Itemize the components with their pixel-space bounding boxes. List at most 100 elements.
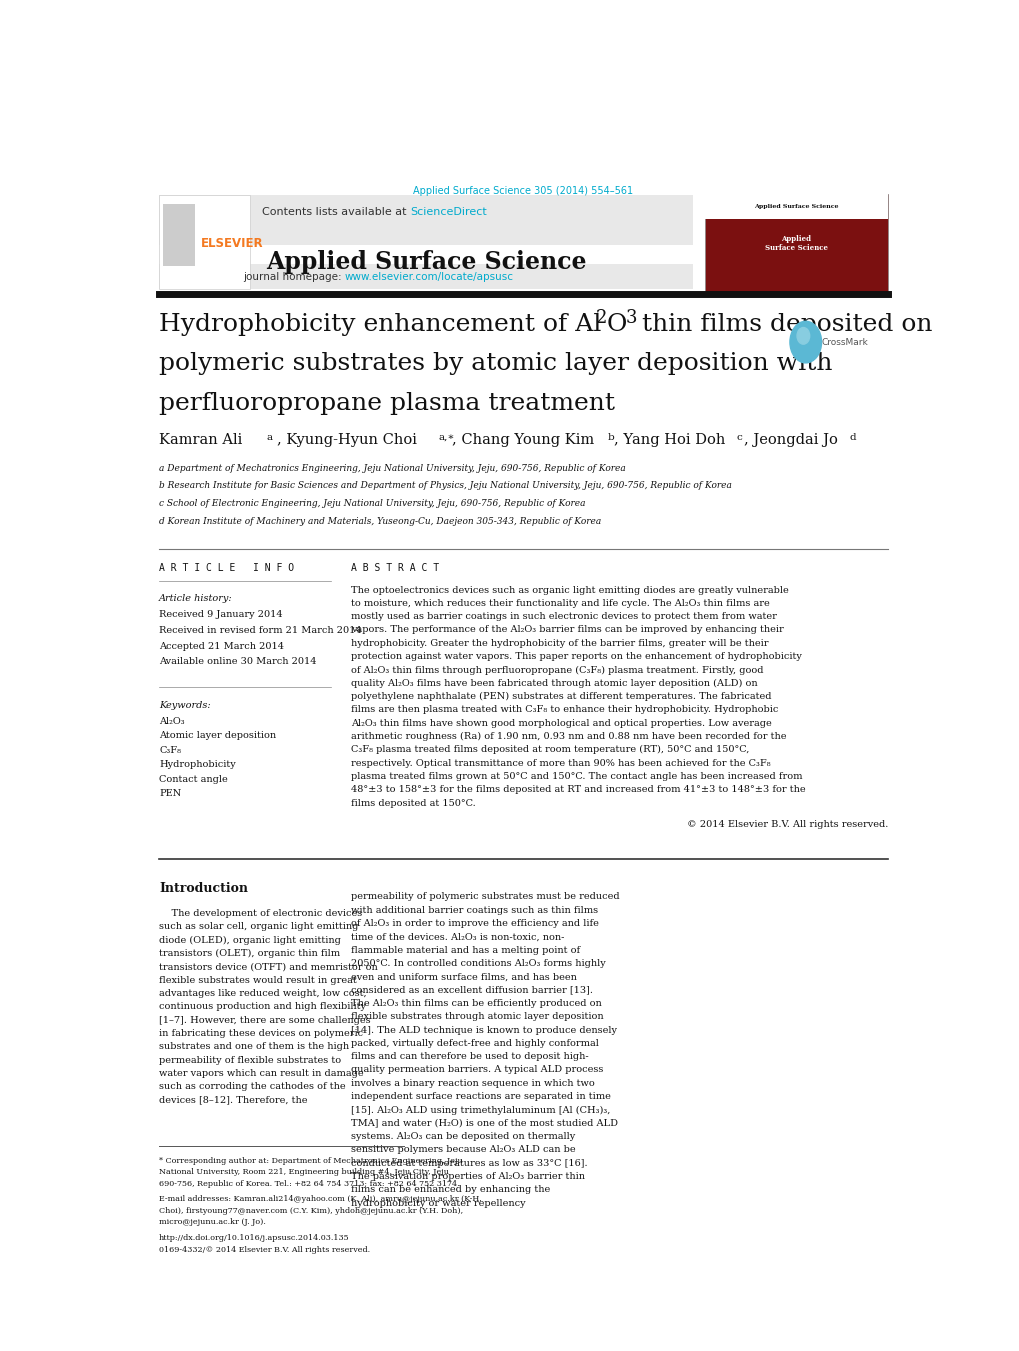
Text: thin films deposited on: thin films deposited on (634, 313, 931, 336)
Text: c School of Electronic Engineering, Jeju National University, Jeju, 690-756, Rep: c School of Electronic Engineering, Jeju… (159, 499, 585, 508)
Text: permeability of flexible substrates to: permeability of flexible substrates to (159, 1055, 341, 1065)
Text: in fabricating these devices on polymeric: in fabricating these devices on polymeri… (159, 1029, 363, 1038)
Text: Applied Surface Science: Applied Surface Science (753, 204, 838, 209)
Text: Introduction: Introduction (159, 882, 248, 894)
Text: polyethylene naphthalate (PEN) substrates at different temperatures. The fabrica: polyethylene naphthalate (PEN) substrate… (351, 692, 771, 701)
Text: E-mail addresses: Kamran.ali214@yahoo.com (K. Ali), amru@jejunu.ac.kr (K-H.: E-mail addresses: Kamran.ali214@yahoo.co… (159, 1196, 481, 1204)
Text: ELSEVIER: ELSEVIER (201, 236, 263, 250)
Bar (159, 196, 692, 246)
Text: Choi), firstyoung77@naver.com (C.Y. Kim), yhdoh@jejunu.ac.kr (Y.H. Doh),: Choi), firstyoung77@naver.com (C.Y. Kim)… (159, 1206, 463, 1215)
Text: Al₂O₃ thin films have shown good morphological and optical properties. Low avera: Al₂O₃ thin films have shown good morphol… (351, 719, 771, 728)
Bar (163, 204, 195, 266)
Bar (704, 195, 888, 219)
Text: c: c (737, 432, 742, 442)
Text: 2050°C. In controlled conditions Al₂O₃ forms highly: 2050°C. In controlled conditions Al₂O₃ f… (351, 959, 605, 967)
Text: water vapors which can result in damage: water vapors which can result in damage (159, 1069, 364, 1078)
Text: TMA] and water (H₂O) is one of the most studied ALD: TMA] and water (H₂O) is one of the most … (351, 1119, 618, 1128)
Text: diode (OLED), organic light emitting: diode (OLED), organic light emitting (159, 936, 340, 944)
Text: b: b (606, 432, 613, 442)
Text: conducted at temperatures as low as 33°C [16].: conducted at temperatures as low as 33°C… (351, 1159, 587, 1167)
Bar (159, 263, 692, 289)
Text: micro@jejunu.ac.kr (J. Jo).: micro@jejunu.ac.kr (J. Jo). (159, 1219, 266, 1225)
Text: The optoelectronics devices such as organic light emitting diodes are greatly vu: The optoelectronics devices such as orga… (351, 585, 788, 594)
Text: ScienceDirect: ScienceDirect (410, 207, 487, 218)
Text: even and uniform surface films, and has been: even and uniform surface films, and has … (351, 973, 577, 981)
Text: , Jeongdai Jo: , Jeongdai Jo (744, 432, 838, 447)
Text: plasma treated films grown at 50°C and 150°C. The contact angle has been increas: plasma treated films grown at 50°C and 1… (351, 771, 802, 781)
Text: transistors device (OTFT) and memristor on: transistors device (OTFT) and memristor … (159, 962, 377, 971)
Text: flexible substrates would result in great: flexible substrates would result in grea… (159, 975, 357, 985)
Text: Keywords:: Keywords: (159, 701, 211, 711)
Text: A R T I C L E   I N F O: A R T I C L E I N F O (159, 562, 293, 573)
Text: journal homepage:: journal homepage: (243, 272, 344, 281)
Text: quality Al₂O₃ films have been fabricated through atomic layer deposition (ALD) o: quality Al₂O₃ films have been fabricated… (351, 678, 757, 688)
Text: flammable material and has a melting point of: flammable material and has a melting poi… (351, 946, 580, 955)
Text: Contact angle: Contact angle (159, 775, 227, 784)
Text: C₃F₈: C₃F₈ (159, 746, 181, 755)
Text: Contents lists available at: Contents lists available at (262, 207, 410, 218)
Text: The Al₂O₃ thin films can be efficiently produced on: The Al₂O₃ thin films can be efficiently … (351, 998, 601, 1008)
Text: films are then plasma treated with C₃F₈ to enhance their hydrophobicity. Hydroph: films are then plasma treated with C₃F₈ … (351, 705, 777, 715)
Text: Kamran Ali: Kamran Ali (159, 432, 243, 447)
Text: The development of electronic devices: The development of electronic devices (159, 909, 362, 919)
Text: quality permeation barriers. A typical ALD process: quality permeation barriers. A typical A… (351, 1066, 603, 1074)
Text: Available online 30 March 2014: Available online 30 March 2014 (159, 658, 316, 666)
Text: sensitive polymers because Al₂O₃ ALD can be: sensitive polymers because Al₂O₃ ALD can… (351, 1146, 576, 1154)
Circle shape (796, 327, 809, 345)
Text: [15]. Al₂O₃ ALD using trimethylaluminum [Al (CH₃)₃,: [15]. Al₂O₃ ALD using trimethylaluminum … (351, 1105, 610, 1115)
Text: permeability of polymeric substrates must be reduced: permeability of polymeric substrates mus… (351, 893, 620, 901)
Text: films can be enhanced by enhancing the: films can be enhanced by enhancing the (351, 1185, 550, 1194)
Circle shape (789, 322, 820, 363)
Text: with additional barrier coatings such as thin films: with additional barrier coatings such as… (351, 905, 598, 915)
Text: perfluoropropane plasma treatment: perfluoropropane plasma treatment (159, 392, 614, 415)
Text: Received 9 January 2014: Received 9 January 2014 (159, 611, 282, 620)
Text: flexible substrates through atomic layer deposition: flexible substrates through atomic layer… (351, 1012, 603, 1021)
Text: transistors (OLET), organic thin film: transistors (OLET), organic thin film (159, 948, 340, 958)
Text: [1–7]. However, there are some challenges: [1–7]. However, there are some challenge… (159, 1016, 370, 1024)
Text: devices [8–12]. Therefore, the: devices [8–12]. Therefore, the (159, 1096, 308, 1105)
Text: A B S T R A C T: A B S T R A C T (351, 562, 439, 573)
Text: hydrophobicity or water repellency: hydrophobicity or water repellency (351, 1198, 526, 1208)
Text: 690-756, Republic of Korea. Tel.: +82 64 754 3713; fax: +82 64 752 3174.: 690-756, Republic of Korea. Tel.: +82 64… (159, 1179, 460, 1188)
Text: respectively. Optical transmittance of more than 90% has been achieved for the C: respectively. Optical transmittance of m… (351, 759, 770, 767)
Text: Applied Surface Science: Applied Surface Science (266, 250, 586, 273)
Text: The passivation properties of Al₂O₃ barrier thin: The passivation properties of Al₂O₃ barr… (351, 1173, 585, 1181)
Text: Al₂O₃: Al₂O₃ (159, 716, 184, 725)
Text: a Department of Mechatronics Engineering, Jeju National University, Jeju, 690-75: a Department of Mechatronics Engineering… (159, 463, 626, 473)
Text: vapors. The performance of the Al₂O₃ barrier films can be improved by enhancing : vapors. The performance of the Al₂O₃ bar… (351, 626, 784, 635)
Text: continuous production and high flexibility: continuous production and high flexibili… (159, 1002, 366, 1012)
Text: , Chang Young Kim: , Chang Young Kim (451, 432, 593, 447)
Text: Applied
Surface Science: Applied Surface Science (764, 235, 827, 253)
Text: substrates and one of them is the high: substrates and one of them is the high (159, 1042, 348, 1051)
Text: advantages like reduced weight, low cost,: advantages like reduced weight, low cost… (159, 989, 367, 998)
Text: C₃F₈ plasma treated films deposited at room temperature (RT), 50°C and 150°C,: C₃F₈ plasma treated films deposited at r… (351, 746, 749, 754)
Text: Atomic layer deposition: Atomic layer deposition (159, 731, 276, 740)
Text: Article history:: Article history: (159, 594, 232, 603)
Text: d: d (849, 432, 855, 442)
Text: of Al₂O₃ in order to improve the efficiency and life: of Al₂O₃ in order to improve the efficie… (351, 919, 598, 928)
Text: d Korean Institute of Machinery and Materials, Yuseong-Cu, Daejeon 305-343, Repu: d Korean Institute of Machinery and Mate… (159, 517, 601, 526)
Text: packed, virtually defect-free and highly conformal: packed, virtually defect-free and highly… (351, 1039, 598, 1048)
Text: 0169-4332/© 2014 Elsevier B.V. All rights reserved.: 0169-4332/© 2014 Elsevier B.V. All right… (159, 1246, 370, 1254)
Text: * Corresponding author at: Department of Mechatronics Engineering, Jeju: * Corresponding author at: Department of… (159, 1156, 463, 1165)
Text: http://dx.doi.org/10.1016/j.apsusc.2014.03.135: http://dx.doi.org/10.1016/j.apsusc.2014.… (159, 1233, 350, 1242)
Text: independent surface reactions are separated in time: independent surface reactions are separa… (351, 1092, 610, 1101)
Text: such as solar cell, organic light emitting: such as solar cell, organic light emitti… (159, 923, 358, 931)
Text: a: a (266, 432, 272, 442)
Text: involves a binary reaction sequence in which two: involves a binary reaction sequence in w… (351, 1079, 594, 1088)
Text: systems. Al₂O₃ can be deposited on thermally: systems. Al₂O₃ can be deposited on therm… (351, 1132, 575, 1142)
Text: hydrophobicity. Greater the hydrophobicity of the barrier films, greater will be: hydrophobicity. Greater the hydrophobici… (351, 639, 768, 647)
Bar (704, 195, 888, 292)
Text: arithmetic roughness (Ra) of 1.90 nm, 0.93 nm and 0.88 nm have been recorded for: arithmetic roughness (Ra) of 1.90 nm, 0.… (351, 732, 786, 742)
Text: CrossMark: CrossMark (820, 338, 867, 347)
Text: time of the devices. Al₂O₃ is non-toxic, non-: time of the devices. Al₂O₃ is non-toxic,… (351, 932, 565, 942)
Text: protection against water vapors. This paper reports on the enhancement of hydrop: protection against water vapors. This pa… (351, 653, 801, 661)
Text: O: O (606, 313, 627, 336)
Text: films and can therefore be used to deposit high-: films and can therefore be used to depos… (351, 1052, 588, 1061)
Text: films deposited at 150°C.: films deposited at 150°C. (351, 798, 476, 808)
Text: PEN: PEN (159, 789, 181, 798)
Text: of Al₂O₃ thin films through perfluoropropane (C₃F₈) plasma treatment. Firstly, g: of Al₂O₃ thin films through perfluoropro… (351, 666, 763, 674)
Text: 48°±3 to 158°±3 for the films deposited at RT and increased from 41°±3 to 148°±3: 48°±3 to 158°±3 for the films deposited … (351, 785, 805, 794)
Text: 2: 2 (596, 309, 607, 327)
Text: Hydrophobicity: Hydrophobicity (159, 761, 235, 769)
